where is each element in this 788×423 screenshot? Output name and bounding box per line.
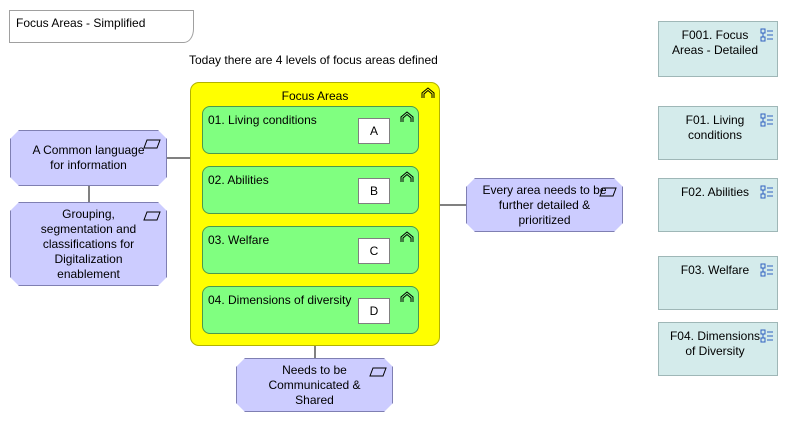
requirement-icon: [143, 211, 161, 221]
reference-view-f001[interactable]: F001. Focus Areas - Detailed: [658, 21, 778, 77]
requirement-icon: [369, 367, 387, 377]
focus-area-item-abilities[interactable]: 02. Abilities: [202, 166, 419, 214]
focus-area-code-box[interactable]: A: [358, 118, 390, 144]
requirement-detailed-prioritized[interactable]: Every area needs to be further detailed …: [466, 178, 623, 232]
reference-view-f01[interactable]: F01. Living conditions: [658, 106, 778, 160]
focus-area-code-box[interactable]: C: [358, 238, 390, 264]
focus-area-label: 01. Living conditions: [208, 113, 317, 127]
grouping-icon: [400, 231, 414, 242]
diagram-title-note[interactable]: Focus Areas - Simplified: [9, 10, 194, 43]
requirement-common-language[interactable]: A Common language for information: [10, 130, 167, 186]
grouping-icon: [400, 111, 414, 122]
view-reference-icon: [760, 263, 773, 277]
view-reference-icon: [760, 28, 773, 42]
requirement-icon: [143, 139, 161, 149]
reference-label: F03. Welfare: [680, 263, 750, 277]
requirement-icon: [599, 187, 617, 197]
focus-area-label: 02. Abilities: [208, 173, 269, 187]
reference-view-f02[interactable]: F02. Abilities: [658, 178, 778, 232]
focus-area-item-living-conditions[interactable]: 01. Living conditions: [202, 106, 419, 154]
grouping-icon: [400, 291, 414, 302]
reference-label: F001. Focus Areas - Detailed: [671, 28, 759, 57]
requirement-communicated-shared[interactable]: Needs to be Communicated & Shared: [236, 358, 393, 412]
requirement-label: A Common language for information: [32, 143, 145, 172]
diagram-subtitle: Today there are 4 levels of focus areas …: [189, 53, 438, 67]
view-reference-icon: [760, 185, 773, 199]
grouping-icon: [421, 87, 435, 98]
focus-area-label: 04. Dimensions of diversity: [208, 293, 352, 307]
requirement-grouping[interactable]: Grouping, segmentation and classificatio…: [10, 202, 167, 286]
view-reference-icon: [760, 113, 773, 127]
reference-view-f04[interactable]: F04. Dimensions of Diversity: [658, 322, 778, 376]
requirement-label: Every area needs to be further detailed …: [482, 182, 607, 227]
focus-area-label: 03. Welfare: [208, 233, 270, 247]
reference-label: F04. Dimensions of Diversity: [669, 329, 761, 358]
diagram-title: Focus Areas - Simplified: [16, 16, 146, 30]
requirement-label: Needs to be Communicated & Shared: [268, 362, 361, 407]
reference-view-f03[interactable]: F03. Welfare: [658, 256, 778, 310]
focus-area-code-box[interactable]: D: [358, 298, 390, 324]
requirement-label: Grouping, segmentation and classificatio…: [40, 206, 137, 281]
container-label: Focus Areas: [281, 89, 349, 103]
grouping-icon: [400, 171, 414, 182]
focus-area-code-box[interactable]: B: [358, 178, 390, 204]
reference-label: F01. Living conditions: [685, 113, 745, 142]
focus-area-item-dimensions-of-diversity[interactable]: 04. Dimensions of diversity: [202, 286, 419, 334]
reference-label: F02. Abilities: [680, 185, 750, 199]
view-reference-icon: [760, 329, 773, 343]
